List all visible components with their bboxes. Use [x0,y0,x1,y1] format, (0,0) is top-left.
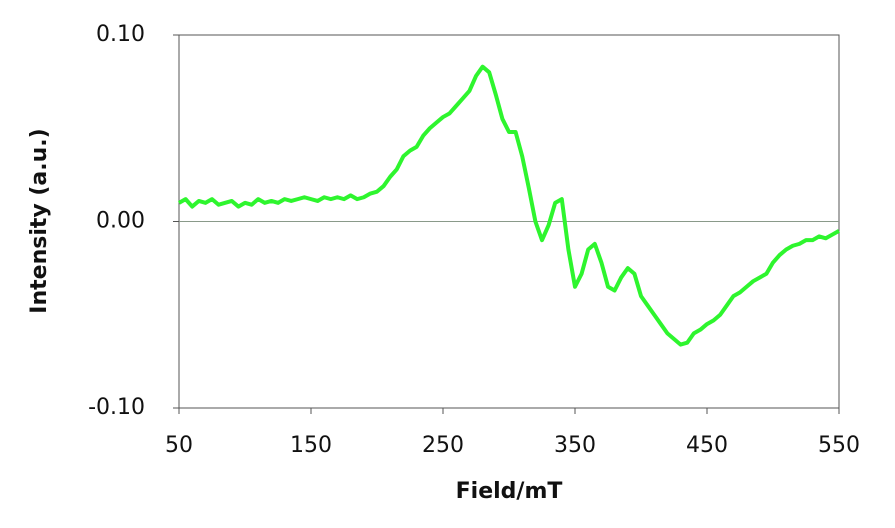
data-line [178,64,840,347]
x-tick-label: 350 [554,433,596,458]
x-axis-title: Field/mT [456,479,563,504]
x-tick-label: 50 [165,433,193,458]
x-tick-label: 550 [818,433,860,458]
y-tick-label: -0.10 [88,395,145,420]
x-tick-label: 150 [290,433,332,458]
y-axis-title: Intensity (a.u.) [27,128,52,313]
y-tick-label: 0.00 [96,209,145,234]
x-tick-label: 250 [422,433,464,458]
x-tick-label: 450 [686,433,728,458]
y-tick-label: 0.10 [96,22,145,47]
